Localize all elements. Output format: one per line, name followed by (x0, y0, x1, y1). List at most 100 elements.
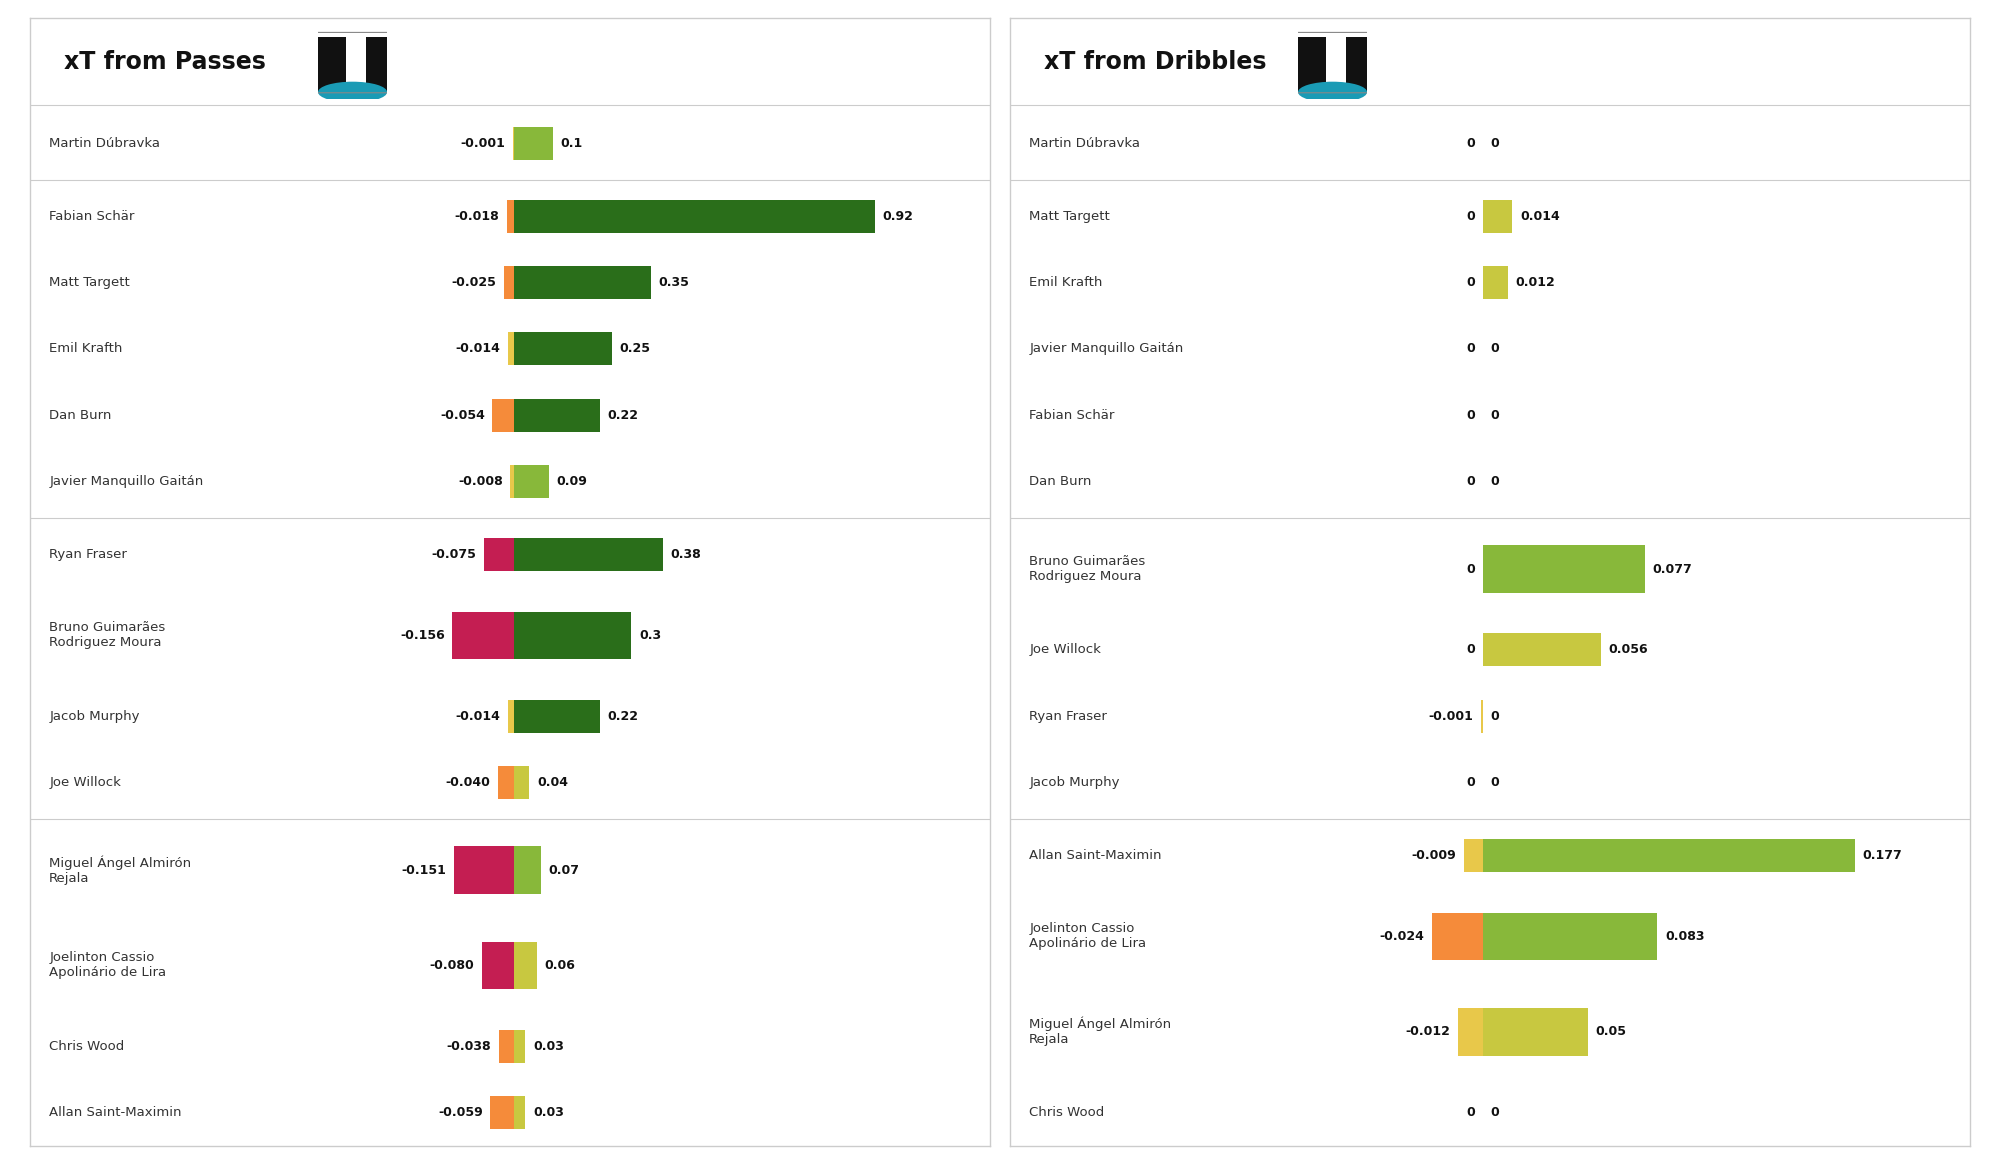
Text: Jacob Murphy: Jacob Murphy (50, 710, 140, 723)
Text: 0.92: 0.92 (882, 210, 914, 223)
Text: 0.07: 0.07 (548, 864, 580, 877)
Text: xT from Passes: xT from Passes (64, 51, 266, 74)
Bar (514, 465, 548, 498)
Text: 0.09: 0.09 (556, 475, 588, 488)
Bar (490, 1096, 514, 1129)
Bar (514, 766, 530, 799)
Text: 0: 0 (1466, 136, 1476, 149)
Bar (498, 766, 514, 799)
Text: 0.03: 0.03 (534, 1106, 564, 1119)
Text: 0.05: 0.05 (1596, 1025, 1626, 1039)
Bar (1458, 1008, 1482, 1055)
Text: -0.014: -0.014 (456, 342, 500, 355)
Text: Allan Saint-Maximin: Allan Saint-Maximin (1030, 850, 1162, 862)
Bar (452, 611, 514, 659)
Text: 0: 0 (1490, 409, 1500, 422)
Bar (318, 36, 346, 92)
Text: 0: 0 (1490, 136, 1500, 149)
Bar (506, 200, 514, 233)
Text: -0.054: -0.054 (440, 409, 484, 422)
Text: 0: 0 (1466, 563, 1476, 576)
Bar (498, 1029, 514, 1062)
Bar (1464, 839, 1482, 872)
Bar (514, 1029, 526, 1062)
Text: Javier Manquillo Gaitán: Javier Manquillo Gaitán (50, 475, 204, 488)
Bar (514, 266, 652, 300)
Text: 0: 0 (1466, 276, 1476, 289)
Text: Emil Krafth: Emil Krafth (1030, 276, 1102, 289)
Text: -0.156: -0.156 (400, 629, 444, 642)
Bar (1482, 266, 1508, 300)
Bar (514, 200, 874, 233)
Text: -0.001: -0.001 (460, 136, 506, 149)
Bar (492, 398, 514, 431)
Text: 0.014: 0.014 (1520, 210, 1560, 223)
Bar (1482, 545, 1644, 593)
Text: Matt Targett: Matt Targett (50, 276, 130, 289)
Text: -0.151: -0.151 (402, 864, 446, 877)
Text: Fabian Schär: Fabian Schär (1030, 409, 1114, 422)
Text: Chris Wood: Chris Wood (50, 1040, 124, 1053)
Ellipse shape (1298, 82, 1368, 102)
Text: 0.1: 0.1 (560, 136, 582, 149)
Bar (1482, 839, 1854, 872)
Bar (484, 538, 514, 571)
Text: Bruno Guimarães
Rodriguez Moura: Bruno Guimarães Rodriguez Moura (50, 622, 166, 650)
Text: 0: 0 (1490, 1106, 1500, 1119)
Text: 0: 0 (1490, 710, 1500, 723)
Bar (1432, 913, 1482, 960)
Bar (514, 538, 662, 571)
Text: 0: 0 (1490, 475, 1500, 488)
Bar (1482, 1008, 1588, 1055)
Text: Ryan Fraser: Ryan Fraser (1030, 710, 1108, 723)
Text: 0.056: 0.056 (1608, 644, 1648, 657)
Text: 0: 0 (1466, 475, 1476, 488)
Text: 0: 0 (1490, 342, 1500, 355)
Bar (1298, 36, 1326, 92)
Bar (514, 699, 600, 733)
Text: 0: 0 (1466, 644, 1476, 657)
Text: -0.038: -0.038 (446, 1040, 492, 1053)
Text: -0.080: -0.080 (430, 959, 474, 972)
Text: Javier Manquillo Gaitán: Javier Manquillo Gaitán (1030, 342, 1184, 355)
Text: Dan Burn: Dan Burn (1030, 475, 1092, 488)
Text: -0.075: -0.075 (432, 548, 476, 562)
Text: 0: 0 (1466, 776, 1476, 788)
Text: 0.012: 0.012 (1516, 276, 1556, 289)
Text: -0.040: -0.040 (446, 776, 490, 788)
Bar (514, 1096, 526, 1129)
Bar (514, 127, 552, 160)
Bar (508, 699, 514, 733)
Text: 0.177: 0.177 (1862, 850, 1902, 862)
Text: Fabian Schär: Fabian Schär (50, 210, 134, 223)
Text: Joelinton Cassio
Apolinário de Lira: Joelinton Cassio Apolinário de Lira (50, 952, 166, 980)
Text: Emil Krafth: Emil Krafth (50, 342, 122, 355)
Text: Bruno Guimarães
Rodriguez Moura: Bruno Guimarães Rodriguez Moura (1030, 555, 1146, 583)
Text: 0.38: 0.38 (670, 548, 702, 562)
Text: 0.04: 0.04 (538, 776, 568, 788)
Text: 0.22: 0.22 (608, 710, 638, 723)
Bar (1326, 36, 1346, 92)
Text: -0.001: -0.001 (1428, 710, 1474, 723)
Text: -0.009: -0.009 (1412, 850, 1456, 862)
Bar (510, 465, 514, 498)
Text: 0.083: 0.083 (1664, 929, 1704, 942)
Text: 0.3: 0.3 (640, 629, 662, 642)
Bar (1346, 36, 1368, 92)
Text: Martin Dúbravka: Martin Dúbravka (1030, 136, 1140, 149)
Text: 0.077: 0.077 (1652, 563, 1692, 576)
Text: -0.014: -0.014 (456, 710, 500, 723)
Text: 0.06: 0.06 (544, 959, 576, 972)
Text: -0.018: -0.018 (454, 210, 498, 223)
Bar (1480, 699, 1482, 733)
Bar (504, 266, 514, 300)
Text: Joe Willock: Joe Willock (1030, 644, 1102, 657)
Text: Dan Burn: Dan Burn (50, 409, 112, 422)
Bar (514, 941, 538, 989)
Text: Allan Saint-Maximin: Allan Saint-Maximin (50, 1106, 182, 1119)
Bar (514, 398, 600, 431)
Bar (482, 941, 514, 989)
Text: 0.22: 0.22 (608, 409, 638, 422)
Bar (514, 333, 612, 365)
Text: 0: 0 (1490, 776, 1500, 788)
